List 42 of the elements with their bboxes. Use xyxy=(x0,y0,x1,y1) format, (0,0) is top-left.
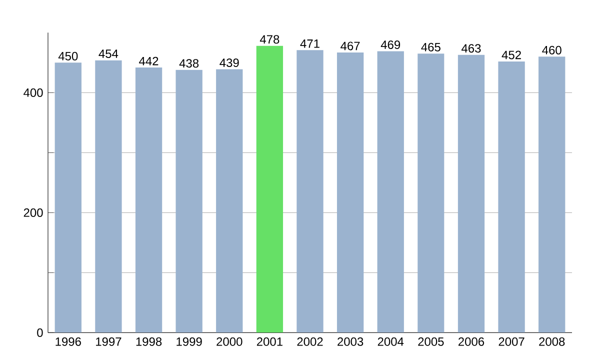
x-tick-label: 2007 xyxy=(498,337,524,346)
bar xyxy=(538,56,566,333)
x-tick-label: 2000 xyxy=(216,337,242,346)
bar xyxy=(135,67,162,333)
data-label: 467 xyxy=(340,42,360,50)
bar xyxy=(54,62,82,333)
bar xyxy=(296,50,324,333)
bar xyxy=(336,52,364,333)
data-label: 452 xyxy=(502,50,521,60)
x-tick-label: 2003 xyxy=(338,337,364,346)
bar xyxy=(377,51,404,333)
x-tick-label: 2004 xyxy=(378,337,404,346)
x-tick-label: 1996 xyxy=(56,337,81,346)
data-label: 463 xyxy=(461,44,481,53)
bar xyxy=(418,54,444,333)
y-tick-label: 400 xyxy=(24,88,43,97)
bar xyxy=(176,70,202,333)
x-tick-label: 2005 xyxy=(418,337,444,346)
bar xyxy=(256,46,284,333)
x-tick-label: 2008 xyxy=(539,337,565,346)
data-label: 450 xyxy=(58,52,78,60)
data-label: 460 xyxy=(542,46,562,54)
data-label: 454 xyxy=(98,50,118,58)
x-tick-label: 2006 xyxy=(458,337,484,346)
x-tick-label: 1998 xyxy=(136,337,162,346)
bar xyxy=(216,69,243,333)
data-label: 471 xyxy=(300,40,320,48)
data-label: 465 xyxy=(421,42,440,52)
x-tick-label: 1999 xyxy=(176,337,202,346)
data-label: 439 xyxy=(220,58,239,68)
data-label: 478 xyxy=(260,35,280,44)
data-label: 438 xyxy=(179,59,199,68)
y-tick-label: 200 xyxy=(24,208,43,217)
x-tick-label: 2002 xyxy=(297,337,323,346)
bar xyxy=(458,54,485,333)
data-label: 469 xyxy=(380,40,400,50)
data-label: 442 xyxy=(139,56,158,66)
x-tick-label: 1997 xyxy=(96,337,122,346)
bar xyxy=(498,61,525,333)
x-tick-label: 2001 xyxy=(256,337,282,346)
y-tick-label: 0 xyxy=(37,328,43,337)
bar xyxy=(95,60,122,333)
